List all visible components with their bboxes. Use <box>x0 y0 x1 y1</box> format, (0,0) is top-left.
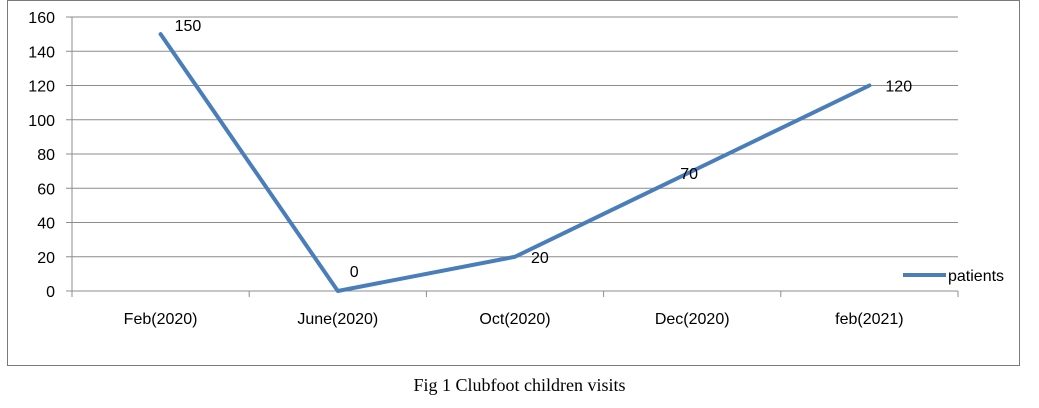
x-tick-label: feb(2021) <box>835 311 904 328</box>
x-tick-label: Feb(2020) <box>124 311 198 328</box>
data-label: 70 <box>680 166 698 183</box>
series-line-patients <box>158 32 872 293</box>
axes <box>66 16 959 297</box>
grid-lines <box>72 16 958 258</box>
x-tick-label: Oct(2020) <box>479 311 550 328</box>
y-tick-label: 60 <box>37 181 55 198</box>
data-label: 20 <box>531 250 549 267</box>
y-tick-label: 40 <box>37 216 55 233</box>
y-tick-label: 100 <box>28 113 55 130</box>
chart-frame <box>7 0 1020 366</box>
x-tick-labels: Feb(2020) June(2020) Oct(2020) Dec(2020) feb… <box>124 311 904 328</box>
figure-caption: Fig 1 Clubfoot children visits <box>413 375 626 395</box>
y-tick-label: 140 <box>28 44 55 61</box>
data-label: 0 <box>350 264 359 281</box>
x-tick-label: June(2020) <box>297 311 378 328</box>
y-tick-label: 120 <box>28 79 55 96</box>
data-labels: 150 0 20 70 120 <box>175 18 913 281</box>
y-tick-label: 80 <box>37 147 55 164</box>
y-tick-labels: 0 20 40 60 80 100 120 140 160 <box>28 10 55 301</box>
legend: patients <box>903 268 1004 285</box>
y-tick-label: 160 <box>28 10 55 27</box>
y-tick-label: 0 <box>46 284 55 301</box>
series-patients <box>158 32 872 293</box>
data-label: 150 <box>175 18 202 35</box>
y-tick-label: 20 <box>37 250 55 267</box>
legend-label-patients: patients <box>948 268 1004 285</box>
x-tick-label: Dec(2020) <box>655 311 730 328</box>
data-label: 120 <box>885 79 912 96</box>
